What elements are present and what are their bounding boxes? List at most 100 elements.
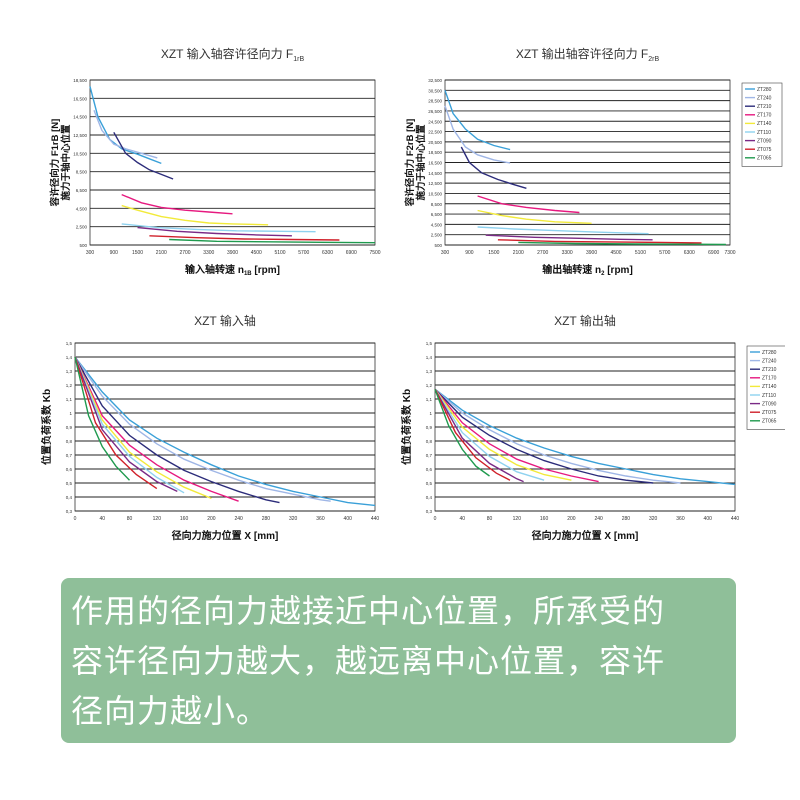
x-tick-label: 3900	[586, 250, 597, 256]
x-tick-label: 440	[371, 516, 380, 522]
x-tick-label: 5700	[298, 250, 309, 256]
y-tick-label: 0,6	[66, 467, 73, 472]
series-line-zt075	[74, 356, 158, 490]
x-tick-label: 280	[262, 516, 271, 522]
chart-title-subscript: 2rB	[648, 56, 659, 63]
legend-label-zt065: ZT065	[762, 419, 777, 425]
chart-panel-output-radial-force: XZT 输出轴容许径向力 F2rB 500 2,500 4,500 6,500 8,500…	[395, 38, 785, 288]
y-tick-label: 4,500	[76, 206, 88, 211]
y-tick-label: 0,8	[66, 439, 73, 444]
legend-label-zt075: ZT075	[762, 410, 777, 416]
y-tick-label: 1,4	[66, 355, 73, 360]
y-tick-label: 12,500	[428, 181, 442, 186]
x-tick-label: 200	[207, 516, 216, 522]
x-tick-label: 40	[459, 516, 465, 522]
note-box: 作用的径向力越接近中心位置，所承受的 容许径向力越大，越远离中心位置，容许 径向…	[61, 578, 736, 743]
series-line-zt065	[434, 388, 490, 477]
x-tick-label: 160	[540, 516, 549, 522]
x-tick-label: 440	[731, 516, 740, 522]
x-tick-label: 900	[465, 250, 474, 256]
series-line-zt090	[485, 234, 653, 241]
chart-title: XZT 输入轴容许径向力 F1rB	[161, 46, 305, 63]
x-tick-label: 300	[86, 250, 95, 256]
x-axis-label: 径向力施力位置 X [mm]	[172, 529, 279, 542]
x-tick-label: 0	[74, 516, 77, 522]
y-tick-label: 500	[434, 243, 442, 248]
x-axis-label: 输出轴转速 n2 [rpm]	[542, 263, 633, 277]
y-tick-label: 1,2	[426, 383, 433, 388]
y-tick-label: 18,500	[73, 78, 87, 83]
y-axis-label: 位置负荷系数 Kb	[40, 389, 53, 465]
series-line-zt090	[74, 356, 178, 493]
y-tick-label: 16,500	[428, 161, 442, 166]
x-tick-label: 3300	[203, 250, 214, 256]
x-tick-label: 200	[567, 516, 576, 522]
y-tick-label: 20,500	[428, 140, 442, 145]
series-line-zt065	[169, 238, 376, 244]
y-tick-label: 24,500	[428, 119, 442, 124]
series-line-zt280	[74, 356, 376, 507]
y-tick-label: 0,9	[66, 425, 73, 430]
y-tick-label: 26,500	[428, 109, 442, 114]
x-tick-label: 3300	[562, 250, 573, 256]
y-tick-label: 0,4	[66, 495, 73, 500]
legend-label-zt090: ZT090	[757, 138, 772, 144]
y-tick-label: 2,500	[431, 233, 443, 238]
series-line-zt110	[477, 226, 649, 235]
legend-label-zt170: ZT170	[762, 376, 777, 382]
y-tick-label: 500	[79, 243, 87, 248]
series-line-zt280	[434, 388, 736, 486]
y-tick-label: 0,8	[426, 439, 433, 444]
x-tick-label: 5100	[635, 250, 646, 256]
y-tick-label: 0,5	[426, 481, 433, 486]
y-tick-label: 8,500	[431, 202, 443, 207]
x-tick-label: 320	[649, 516, 658, 522]
x-axis-label: 径向力施力位置 X [mm]	[532, 529, 639, 542]
x-axis-label-unit: [rpm]	[604, 265, 632, 276]
series-line-zt140	[434, 388, 572, 481]
series-line-zt110	[121, 223, 316, 233]
legend-label-zt170: ZT170	[757, 113, 772, 119]
y-tick-label: 0,7	[426, 453, 433, 458]
chart-output-kb: XZT 输出轴 0,3 0,4 0,5 0,6 0,7 0,8 0,9 1 1,1 1,2 1,3 1,…	[400, 313, 785, 542]
x-tick-label: 6900	[708, 250, 719, 256]
x-tick-label: 7300	[724, 250, 735, 256]
legend-label-zt280: ZT280	[762, 350, 777, 356]
y-tick-label: 10,500	[428, 191, 442, 196]
x-tick-label: 400	[704, 516, 713, 522]
y-tick-label: 1,1	[66, 397, 73, 402]
chart-input-kb: XZT 输入轴 0,3 0,4 0,5 0,6 0,7 0,8 0,9 1 1,1 1,2 1,3 1,…	[40, 313, 380, 542]
note-line-1: 作用的径向力越接近中心位置，所承受的	[71, 592, 666, 630]
y-tick-label: 14,500	[428, 171, 442, 176]
y-tick-label: 1,4	[426, 355, 433, 360]
x-tick-label: 2700	[537, 250, 548, 256]
series-line-zt140	[121, 204, 269, 226]
y-tick-label: 4,500	[431, 222, 443, 227]
y-tick-label: 14,500	[73, 115, 87, 120]
legend-label-zt090: ZT090	[762, 401, 777, 407]
chart-output-radial-force: XZT 输出轴容许径向力 F2rB 500 2,500 4,500 6,500 8,500…	[404, 46, 783, 277]
series-line-zt210	[113, 131, 174, 180]
chart-panel-output-kb: XZT 输出轴 0,3 0,4 0,5 0,6 0,7 0,8 0,9 1 1,1 1,2 1,3 1,…	[395, 305, 785, 555]
y-tick-label: 0,4	[426, 495, 433, 500]
y-tick-label: 18,500	[428, 150, 442, 155]
chart-title: XZT 输入轴	[194, 313, 256, 328]
y-tick-label: 0,5	[66, 481, 73, 486]
y-axis-label-secondary: 施力于轴中心位置	[415, 124, 427, 201]
y-axis-label: 容许径向力 F1rB [N]	[49, 119, 61, 208]
series-line-zt240	[434, 388, 681, 484]
y-tick-label: 2,500	[76, 225, 88, 230]
x-tick-label: 1500	[132, 250, 143, 256]
series-line-zt210	[434, 388, 654, 484]
series-line-zt140	[74, 356, 212, 500]
legend-label-zt140: ZT140	[757, 121, 772, 127]
series-line-zt065	[518, 241, 726, 246]
y-tick-label: 22,500	[428, 130, 442, 135]
y-tick-label: 1,3	[66, 369, 73, 374]
legend-label-zt210: ZT210	[762, 367, 777, 373]
y-tick-label: 16,500	[73, 96, 87, 101]
legend-label-zt065: ZT065	[757, 156, 772, 162]
x-tick-label: 240	[234, 516, 243, 522]
x-tick-label: 900	[110, 250, 119, 256]
x-tick-label: 2700	[179, 250, 190, 256]
